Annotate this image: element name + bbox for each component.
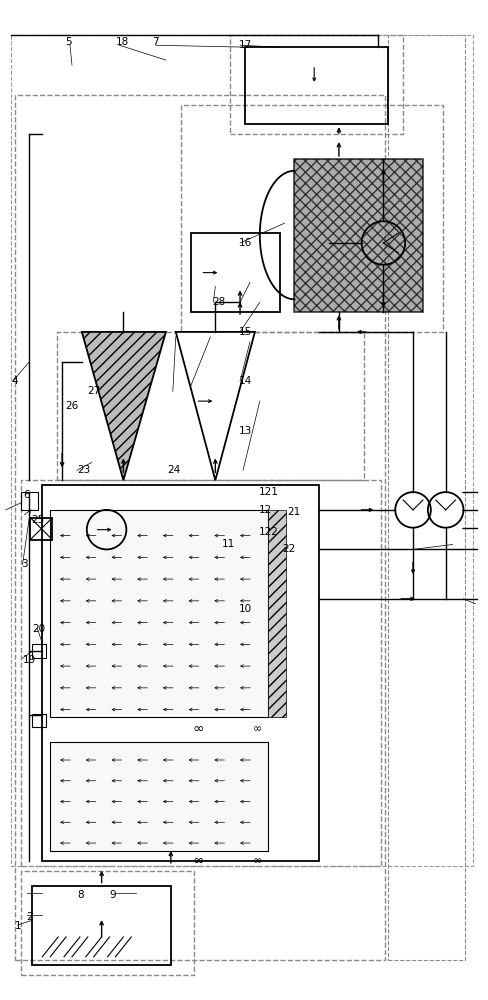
Text: 3: 3 (21, 559, 28, 569)
Bar (191, 233, 280, 312)
Bar (50, 742, 268, 851)
Bar (50, 510, 268, 717)
Text: 122: 122 (259, 527, 278, 537)
Text: 13: 13 (239, 426, 252, 436)
Text: 6: 6 (23, 490, 30, 500)
Text: 21: 21 (287, 507, 301, 517)
Bar (245, 47, 388, 124)
Text: 26: 26 (65, 401, 79, 411)
Text: ∞: ∞ (193, 722, 204, 736)
Bar (32, 644, 46, 658)
Text: 18: 18 (116, 37, 129, 47)
Text: 15: 15 (239, 327, 252, 337)
Bar (20, 871, 194, 975)
Text: 23: 23 (78, 465, 91, 475)
Text: ∞: ∞ (193, 854, 204, 868)
Bar (20, 492, 39, 510)
Bar (20, 480, 382, 866)
Text: 2: 2 (26, 912, 33, 922)
Text: ∞: ∞ (253, 724, 263, 734)
Text: 27: 27 (87, 386, 101, 396)
Bar (32, 714, 46, 727)
Text: 17: 17 (239, 40, 252, 50)
Text: ∞: ∞ (253, 856, 263, 866)
Text: 7: 7 (152, 37, 159, 47)
Bar (388, 35, 466, 960)
Text: 16: 16 (239, 238, 252, 248)
Text: 121: 121 (259, 487, 278, 497)
Bar (268, 510, 285, 717)
Text: 24: 24 (167, 465, 180, 475)
Text: 11: 11 (223, 539, 236, 549)
Text: 5: 5 (65, 37, 72, 47)
Text: 8: 8 (78, 890, 84, 900)
Bar (230, 35, 403, 134)
Text: 9: 9 (109, 890, 116, 900)
Text: 22: 22 (283, 544, 296, 554)
Bar (15, 95, 386, 960)
Text: 14: 14 (239, 376, 252, 386)
Text: 20: 20 (33, 624, 46, 634)
Text: 12: 12 (259, 505, 272, 515)
Text: 10: 10 (239, 604, 252, 614)
Bar (294, 159, 423, 312)
Text: 4: 4 (11, 376, 18, 386)
Polygon shape (176, 332, 255, 480)
Polygon shape (82, 332, 166, 480)
Text: 19: 19 (23, 655, 36, 665)
Bar (42, 485, 319, 861)
Text: 25: 25 (32, 515, 45, 525)
Bar (30, 518, 52, 540)
Bar (181, 105, 443, 332)
Bar (32, 886, 171, 965)
Bar (11, 35, 473, 866)
Bar (57, 332, 364, 480)
Text: 1: 1 (15, 921, 21, 931)
Text: 28: 28 (213, 297, 226, 307)
